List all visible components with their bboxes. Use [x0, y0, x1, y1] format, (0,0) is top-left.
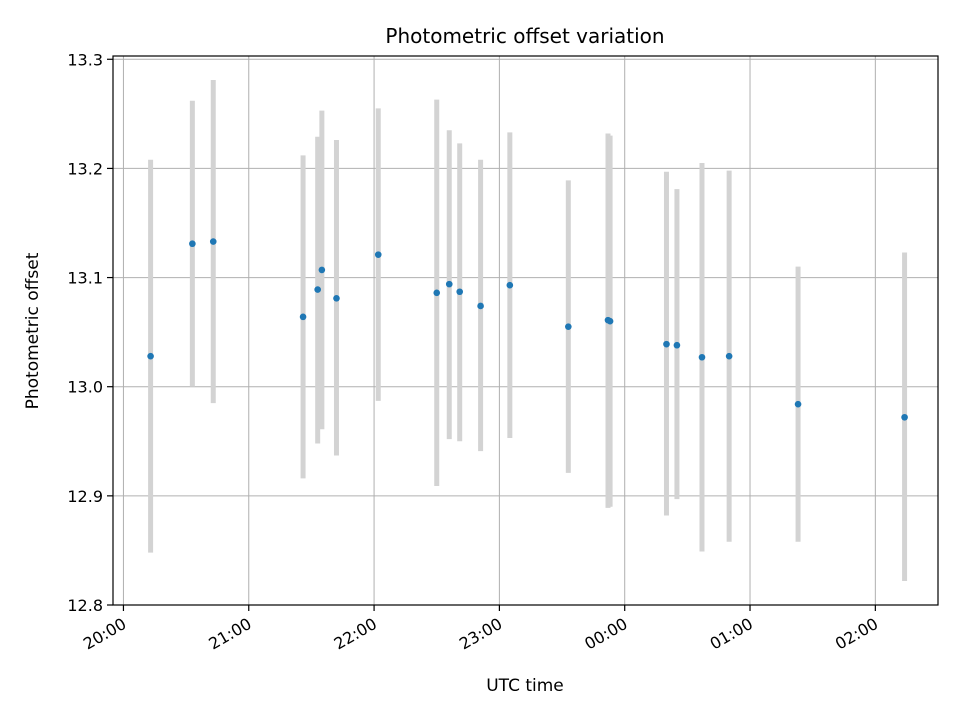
y-tick-label: 12.8 [67, 596, 103, 615]
data-point [606, 317, 614, 325]
data-point [725, 352, 733, 360]
data-point [318, 266, 326, 274]
data-point [794, 400, 802, 408]
data-point [477, 302, 484, 310]
y-tick-label: 12.9 [67, 487, 103, 506]
chart-title: Photometric offset variation [385, 24, 664, 48]
plot-frame [112, 55, 939, 606]
data-point [299, 313, 307, 321]
data-point [698, 353, 706, 361]
data-point [663, 340, 670, 348]
y-axis-label: Photometric offset [23, 252, 43, 409]
data-point [147, 352, 154, 360]
data-point [456, 288, 464, 296]
y-tick-label: 13.0 [67, 378, 103, 397]
data-point [445, 280, 453, 288]
y-axis-ticks: 12.8 12.9 13.0 13.1 13.2 13.3 [67, 50, 113, 615]
data-point [374, 251, 382, 258]
data-point [901, 413, 908, 421]
data-point [209, 238, 217, 245]
data-point [189, 240, 196, 248]
data-point [333, 295, 340, 302]
data-point [673, 341, 681, 349]
data-point [565, 323, 572, 330]
y-tick-label: 13.1 [67, 269, 103, 288]
data-point [314, 286, 321, 293]
data-point [433, 289, 441, 297]
x-axis-label: UTC time [486, 676, 564, 696]
data-point [506, 281, 514, 289]
y-tick-label: 13.2 [67, 159, 103, 178]
data-points [147, 238, 908, 421]
y-tick-label: 13.3 [67, 50, 103, 69]
